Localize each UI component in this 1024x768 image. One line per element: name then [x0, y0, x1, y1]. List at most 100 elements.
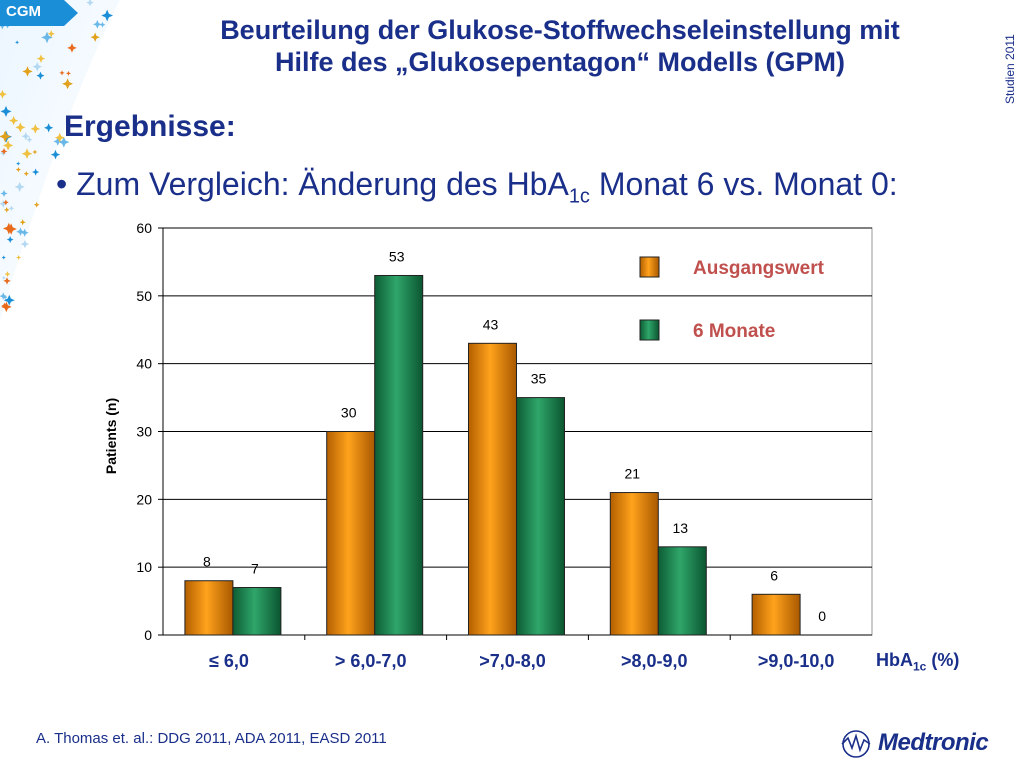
bar-ausgangswert	[609, 492, 659, 636]
star-decoration	[58, 136, 70, 148]
star-decoration	[0, 105, 12, 117]
star-decoration	[32, 168, 40, 176]
x-tick-label: > 6,0-7,0	[335, 651, 407, 671]
y-axis-label: Patients (n)	[103, 398, 119, 474]
star-decoration	[62, 78, 74, 90]
data-label: 21	[625, 466, 641, 482]
star-decoration	[47, 30, 55, 38]
star-decoration	[8, 205, 15, 211]
star-decoration	[3, 207, 10, 213]
title-line-1: Beurteilung der Glukose-Stoffwechseleins…	[220, 15, 900, 45]
y-tick-label: 30	[136, 424, 152, 440]
star-decoration	[3, 277, 11, 285]
star-decoration	[4, 271, 11, 278]
data-label: 0	[818, 608, 826, 624]
star-decoration	[15, 122, 26, 133]
y-tick-label: 10	[136, 559, 152, 575]
star-decoration	[0, 147, 8, 155]
star-decoration	[14, 181, 25, 192]
star-decoration	[41, 31, 53, 44]
star-decoration	[21, 132, 30, 141]
star-decoration	[6, 236, 14, 243]
citation: A. Thomas et. al.: DDG 2011, ADA 2011, E…	[36, 730, 387, 747]
star-decoration	[20, 239, 30, 249]
star-decoration	[86, 0, 94, 7]
data-label: 13	[673, 520, 689, 536]
bars	[184, 274, 801, 636]
bar-6-monate	[516, 397, 565, 636]
star-decoration	[99, 21, 106, 28]
legend-label: 6 Monate	[693, 321, 775, 342]
legend: Ausgangswert 6 Monate	[639, 256, 825, 342]
star-decoration	[21, 148, 33, 160]
y-tick-label: 50	[136, 288, 152, 304]
star-decoration	[32, 149, 38, 155]
bar-6-monate	[657, 546, 707, 636]
star-decoration	[15, 166, 21, 173]
star-decoration	[36, 71, 45, 80]
star-decoration	[33, 201, 40, 208]
star-decoration	[9, 115, 19, 126]
star-decoration	[19, 219, 26, 226]
star-decoration	[50, 149, 61, 160]
logo-text: Medtronic	[878, 729, 989, 756]
data-label: 8	[203, 554, 211, 570]
star-decoration	[16, 254, 22, 261]
star-decoration	[67, 43, 77, 53]
data-label: 43	[483, 316, 499, 332]
star-decoration	[54, 132, 65, 143]
x-tick-label: >8,0-9,0	[621, 651, 688, 671]
bar-ausgangswert	[751, 593, 801, 636]
data-label: 6	[770, 567, 778, 583]
star-decoration	[1, 275, 6, 280]
bullet-subscript: 1c	[568, 185, 590, 208]
cgm-badge	[0, 0, 78, 26]
star-decoration	[2, 140, 14, 151]
star-decoration	[2, 199, 9, 206]
star-decoration	[30, 124, 41, 134]
bar-ausgangswert	[468, 342, 517, 636]
cgm-badge-label: CGM	[6, 3, 41, 20]
y-tick-label: 60	[136, 220, 152, 236]
star-decoration	[16, 161, 21, 166]
star-decoration	[36, 54, 46, 63]
star-decoration	[92, 19, 102, 29]
star-decoration	[22, 66, 33, 77]
star-decoration	[1, 255, 6, 260]
star-decoration	[90, 32, 100, 42]
star-decoration	[32, 61, 42, 72]
star-decoration	[20, 228, 29, 237]
data-labels: 8 7 30 53 43 35 21 13 6 0	[203, 248, 826, 624]
x-tick-labels: ≤ 6,0 > 6,0-7,0 >7,0-8,0 >8,0-9,0 >9,0-10,0	[209, 651, 834, 671]
data-label: 35	[531, 371, 547, 387]
star-decoration	[0, 292, 8, 300]
star-decoration	[65, 70, 71, 76]
bar-ausgangswert	[326, 431, 376, 636]
star-decoration	[3, 294, 15, 306]
star-decoration	[16, 227, 25, 236]
y-tick-label: 20	[136, 491, 152, 507]
data-label: 30	[341, 405, 357, 421]
star-decoration	[101, 9, 114, 22]
x-tick-label: ≤ 6,0	[209, 651, 249, 671]
page-title: Beurteilung der Glukose-Stoffwechseleins…	[100, 14, 1020, 78]
star-decoration	[3, 295, 8, 300]
data-label: 53	[389, 248, 405, 264]
star-decoration	[0, 199, 8, 208]
x-axis-label-main: HbA	[876, 650, 913, 670]
x-tick-label: >9,0-10,0	[758, 651, 835, 671]
star-decoration	[44, 123, 54, 133]
y-tick-label: 40	[136, 356, 152, 372]
star-decoration	[0, 150, 7, 157]
x-axis-label-suffix: (%)	[926, 650, 960, 670]
x-tick-label: >7,0-8,0	[479, 651, 546, 671]
x-axis-label-sub: 1c	[913, 659, 927, 674]
y-tick-labels: 0 10 20 30 40 50 60	[136, 220, 152, 643]
star-decoration	[23, 171, 30, 177]
bar-6-monate	[232, 587, 282, 636]
legend-swatch	[639, 319, 660, 341]
medtronic-logo-icon	[841, 730, 871, 758]
star-decoration	[53, 137, 63, 146]
data-label: 7	[251, 561, 259, 577]
